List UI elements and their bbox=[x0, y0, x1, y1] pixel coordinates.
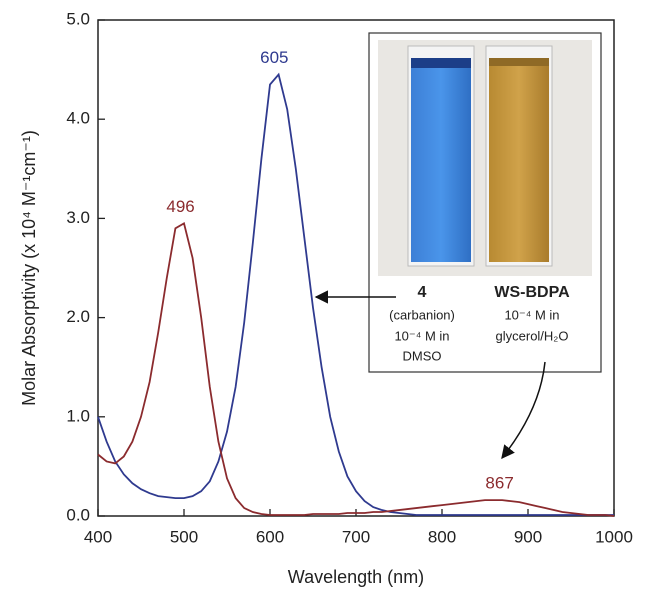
y-tick-label: 4.0 bbox=[66, 109, 90, 128]
inset-text: 10⁻⁴ M in bbox=[394, 328, 449, 343]
x-tick-label: 900 bbox=[514, 527, 542, 546]
series-line bbox=[97, 221, 615, 517]
y-tick-label: 3.0 bbox=[66, 208, 90, 227]
inset-label: WS-BDPA bbox=[494, 284, 570, 301]
series-line bbox=[97, 72, 614, 516]
arrow bbox=[501, 361, 546, 460]
inset: 4 (carbanion) 10⁻⁴ M in DMSO WS-BDPA 10⁻… bbox=[368, 32, 602, 373]
x-tick-label: 600 bbox=[256, 527, 284, 546]
x-tick-label: 700 bbox=[342, 527, 370, 546]
meniscus bbox=[489, 58, 549, 66]
y-tick-label: 5.0 bbox=[66, 9, 90, 28]
peak-label: 867 bbox=[485, 474, 513, 493]
inset-text: glycerol/H₂O bbox=[496, 328, 569, 343]
meniscus bbox=[411, 58, 471, 68]
plot-area: 400 500 600 700 800 900 1000 0.0 1.0 2.0 3.0 4.0 5.0… bbox=[66, 9, 633, 546]
x-tick-label: 500 bbox=[170, 527, 198, 546]
x-tick-label: 400 bbox=[84, 527, 112, 546]
blue-solution bbox=[411, 62, 471, 262]
inset-text: DMSO bbox=[403, 348, 442, 363]
y-tick-label: 0.0 bbox=[66, 505, 90, 524]
inset-label: 4 bbox=[418, 284, 427, 301]
peak-label: 496 bbox=[166, 197, 194, 216]
y-tick-label: 2.0 bbox=[66, 307, 90, 326]
x-axis-label: Wavelength (nm) bbox=[288, 567, 424, 587]
inset-text: (carbanion) bbox=[389, 307, 455, 322]
gold-solution bbox=[489, 62, 549, 262]
y-axis-label: Molar Absorptivity (x 10⁴ M⁻¹cm⁻¹) bbox=[19, 130, 39, 406]
inset-text: 10⁻⁴ M in bbox=[504, 307, 559, 322]
x-tick-label: 800 bbox=[428, 527, 456, 546]
y-tick-label: 1.0 bbox=[66, 406, 90, 425]
peak-label: 605 bbox=[260, 48, 288, 67]
x-tick-label: 1000 bbox=[595, 527, 633, 546]
